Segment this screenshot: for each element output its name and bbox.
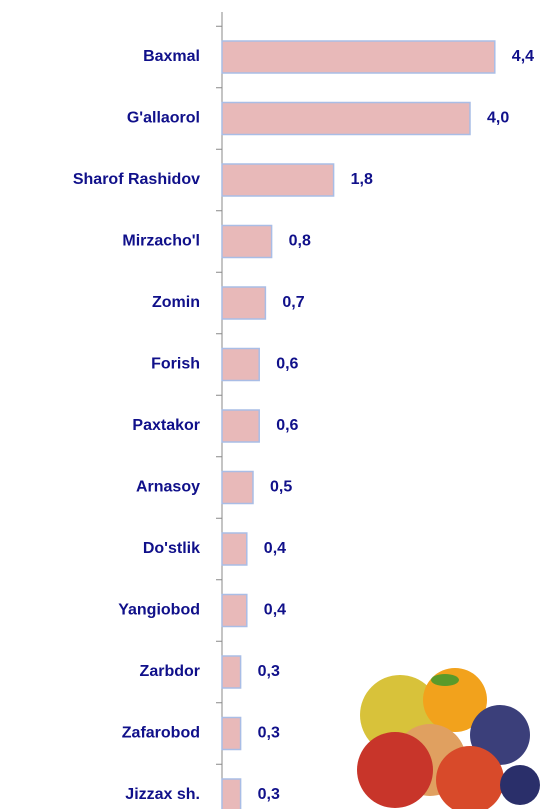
bar — [221, 470, 254, 505]
bar — [221, 655, 242, 689]
category-label: Arnasoy — [136, 479, 200, 496]
category-label: Do'stlik — [143, 540, 200, 557]
bar — [221, 163, 335, 197]
value-label: 4,0 — [487, 110, 509, 127]
bar — [221, 716, 242, 751]
fruit-illustration — [357, 668, 540, 809]
value-label: 0,4 — [264, 540, 286, 557]
bar — [221, 593, 248, 628]
bar — [221, 347, 260, 382]
category-label: G'allaorol — [127, 110, 200, 127]
value-label: 0,3 — [258, 725, 280, 742]
value-label: 0,7 — [282, 294, 304, 311]
category-label: Paxtakor — [132, 417, 200, 434]
value-label: 0,5 — [270, 479, 292, 496]
value-label: 0,6 — [276, 417, 298, 434]
value-label: 0,8 — [289, 233, 311, 250]
bar — [221, 40, 496, 74]
value-label: 0,3 — [258, 786, 280, 803]
category-label: Sharof Rashidov — [73, 171, 200, 188]
bar — [221, 286, 267, 320]
value-label: 4,4 — [512, 48, 534, 65]
value-label: 0,4 — [264, 602, 286, 619]
category-label: Zarbdor — [140, 663, 200, 680]
value-label: 1,8 — [351, 171, 373, 188]
bar — [221, 778, 242, 809]
category-label: Mirzacho'l — [122, 233, 200, 250]
bar — [221, 532, 248, 566]
category-label: Baxmal — [143, 48, 200, 65]
category-label: Forish — [151, 356, 200, 373]
bar — [221, 101, 471, 136]
bar — [221, 409, 260, 443]
bar — [221, 224, 273, 259]
category-label: Zafarobod — [122, 725, 200, 742]
category-label: Yangiobod — [118, 602, 200, 619]
value-label: 0,6 — [276, 356, 298, 373]
category-label: Zomin — [152, 294, 200, 311]
category-label: Jizzax sh. — [125, 786, 200, 803]
value-label: 0,3 — [258, 663, 280, 680]
